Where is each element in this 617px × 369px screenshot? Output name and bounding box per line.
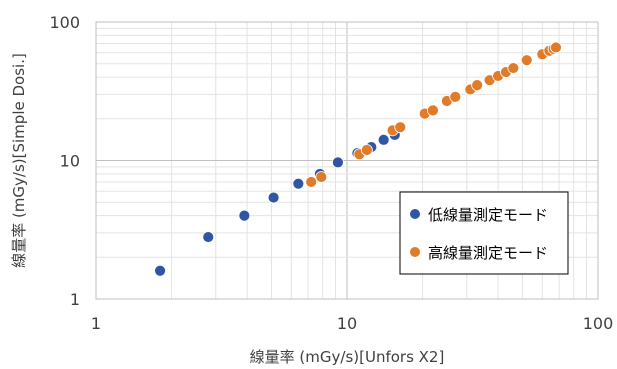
y-tick-label: 100	[49, 13, 80, 32]
data-point	[360, 144, 373, 156]
legend-marker-high-mode	[410, 247, 420, 257]
legend-box	[399, 191, 569, 275]
data-point	[305, 176, 318, 188]
data-point	[394, 121, 407, 134]
data-point	[315, 171, 328, 183]
legend-marker-low-mode	[410, 209, 420, 219]
data-point	[427, 104, 439, 117]
x-axis-ticks: 1 10 100	[91, 314, 613, 333]
series-high-mode	[305, 41, 562, 188]
data-point	[507, 62, 520, 74]
x-tick-label: 10	[337, 314, 357, 333]
data-point	[550, 41, 562, 54]
legend: 低線量測定モード 高線量測定モード	[399, 191, 569, 275]
legend-label-low-mode: 低線量測定モード	[428, 206, 548, 224]
data-point	[267, 191, 280, 204]
legend-label-high-mode: 高線量測定モード	[428, 244, 548, 262]
data-point	[520, 54, 533, 67]
y-axis-title: 線量率 (mGy/s)[Simple Dosi.]	[10, 53, 28, 268]
data-point	[154, 264, 166, 277]
data-point	[202, 231, 215, 243]
data-series	[154, 41, 562, 277]
x-tick-label: 1	[91, 314, 101, 333]
x-tick-label: 100	[583, 314, 614, 333]
y-tick-label: 1	[70, 290, 80, 309]
data-point	[377, 133, 390, 146]
data-point	[292, 177, 305, 190]
plot-area	[95, 21, 599, 300]
y-axis-ticks: 1 10 100	[49, 13, 80, 309]
data-point	[238, 209, 251, 222]
data-point	[449, 90, 462, 103]
y-tick-label: 10	[60, 152, 80, 171]
x-axis-title: 線量率 (mGy/s)[Unfors X2]	[250, 348, 445, 366]
data-point	[332, 156, 344, 169]
data-point	[471, 79, 484, 92]
